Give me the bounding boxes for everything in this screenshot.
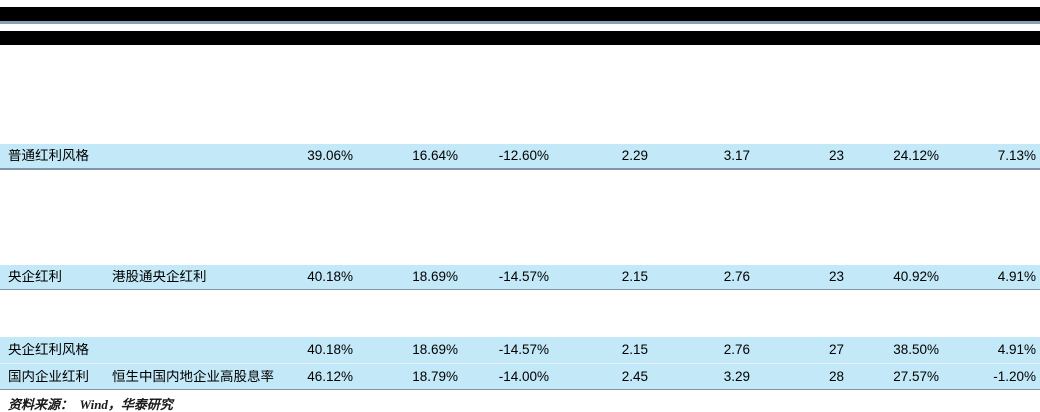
index-name-cell: 港股通央企红利 (112, 270, 207, 284)
value-cell: 40.92% (893, 270, 939, 284)
table-row: 央企红利 港股通央企红利 40.18% 18.69% -14.57% 2.15 … (0, 265, 1040, 290)
value-cell: 18.69% (412, 343, 458, 357)
value-cell: 40.18% (307, 343, 353, 357)
value-cell: 24.12% (893, 149, 939, 163)
value-cell: -14.57% (498, 270, 549, 284)
value-cell: 39.06% (307, 149, 353, 163)
value-cell: 27 (828, 343, 844, 357)
table-top-rule (0, 21, 1040, 24)
value-cell: -14.00% (498, 369, 549, 384)
value-cell: 28 (828, 369, 844, 384)
value-cell: 2.15 (621, 343, 648, 357)
style-name-cell: 央企红利风格 (8, 343, 89, 357)
value-cell: 18.69% (412, 270, 458, 284)
value-cell: 2.15 (621, 270, 648, 284)
value-cell: 18.79% (412, 369, 458, 384)
value-cell: 2.76 (723, 343, 750, 357)
table-row: 央企红利风格 40.18% 18.69% -14.57% 2.15 2.76 2… (0, 337, 1040, 364)
value-cell: 46.12% (307, 369, 353, 384)
value-cell: 38.50% (893, 343, 939, 357)
value-cell: 16.64% (412, 149, 458, 163)
style-name-cell: 国内企业红利 (8, 369, 89, 384)
data-source-note: 资料来源： Wind，华泰研究 (8, 397, 173, 412)
value-cell: 3.17 (723, 149, 750, 163)
value-cell: 23 (828, 270, 844, 284)
value-cell: 3.29 (723, 369, 750, 384)
table-row: 国内企业红利 恒生中国内地企业高股息率 46.12% 18.79% -14.00… (0, 364, 1040, 390)
value-cell: 2.45 (621, 369, 648, 384)
value-cell: -14.57% (498, 343, 549, 357)
style-name-cell: 普通红利风格 (8, 149, 89, 163)
style-name-cell: 央企红利 (8, 270, 62, 284)
value-cell: 23 (828, 149, 844, 163)
value-cell: 7.13% (997, 149, 1036, 163)
value-cell: -12.60% (498, 149, 549, 163)
value-cell: 40.18% (307, 270, 353, 284)
value-cell: 4.91% (997, 270, 1036, 284)
value-cell: 2.29 (621, 149, 648, 163)
table-row: 普通红利风格 39.06% 16.64% -12.60% 2.29 3.17 2… (0, 144, 1040, 170)
blacked-out-header-band (0, 31, 1040, 45)
value-cell: 2.76 (723, 270, 750, 284)
value-cell: 4.91% (997, 343, 1036, 357)
index-name-cell: 恒生中国内地企业高股息率 (112, 369, 274, 384)
blacked-out-title-band (0, 7, 1040, 21)
value-cell: 27.57% (893, 369, 939, 384)
value-cell: -1.20% (993, 369, 1036, 384)
